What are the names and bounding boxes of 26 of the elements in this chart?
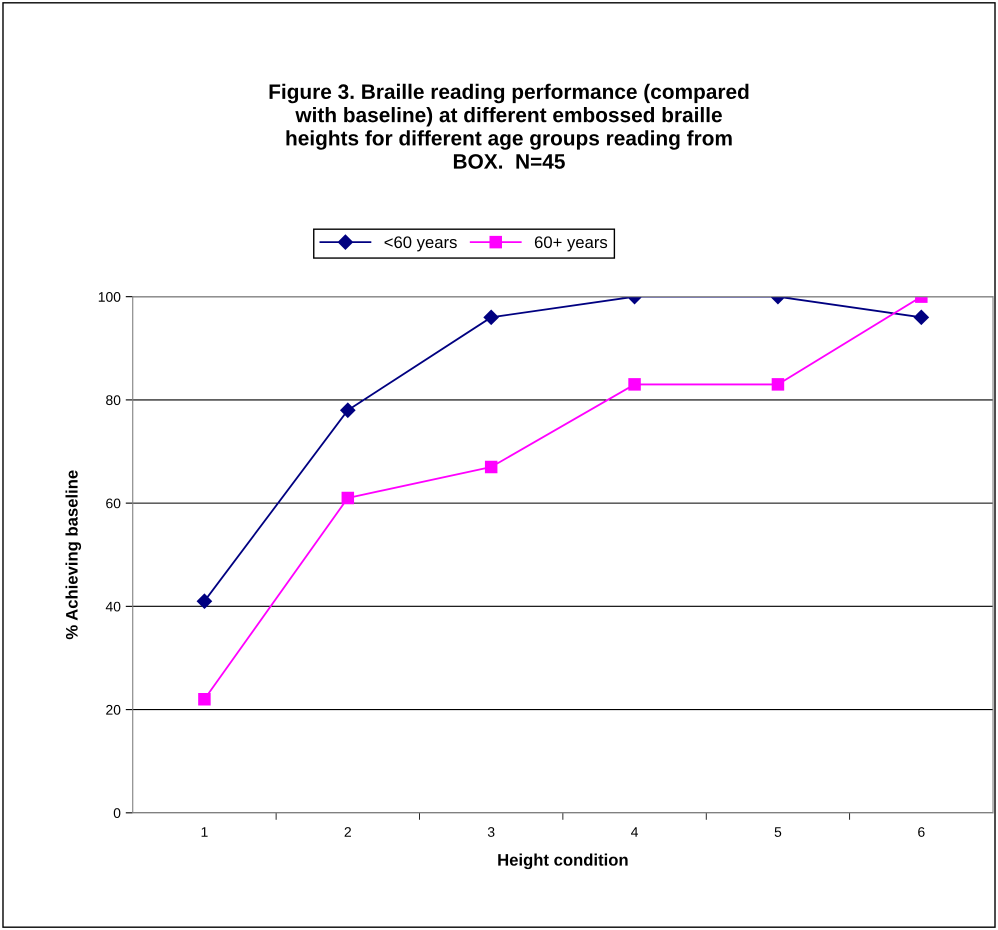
y-axis-title: % Achieving baseline — [65, 470, 82, 640]
x-tick-label: 6 — [918, 827, 925, 837]
point — [196, 594, 212, 609]
point — [484, 460, 498, 474]
x-axis-title: Height condition — [498, 854, 628, 870]
y-tick-label: 100 — [98, 292, 120, 302]
x-tick-label: 3 — [488, 827, 494, 837]
point — [198, 693, 211, 706]
x-tick-label: 4 — [631, 827, 638, 837]
x-tick-label: 2 — [344, 827, 351, 837]
point — [628, 378, 641, 391]
legend-label: 60+ years — [534, 236, 608, 252]
y-tick-label: 40 — [106, 602, 120, 612]
y-tick-label: 60 — [106, 498, 120, 508]
point — [342, 492, 354, 504]
y-tick-label: 20 — [106, 704, 120, 715]
y-tick-label: 80 — [106, 395, 120, 406]
legend-label: <60 years — [384, 236, 457, 252]
x-tick-label: 1 — [202, 827, 208, 837]
y-tick-label: 0 — [114, 808, 120, 818]
point — [340, 402, 356, 418]
point — [914, 310, 929, 325]
chart-title: Figure 3. Braille reading performance (compared with baseline) at different embossed braille heights for different age groups reading from BOX. N=45 — [270, 84, 748, 169]
point — [772, 378, 784, 391]
point — [484, 310, 499, 325]
x-tick-label: 5 — [774, 827, 782, 837]
